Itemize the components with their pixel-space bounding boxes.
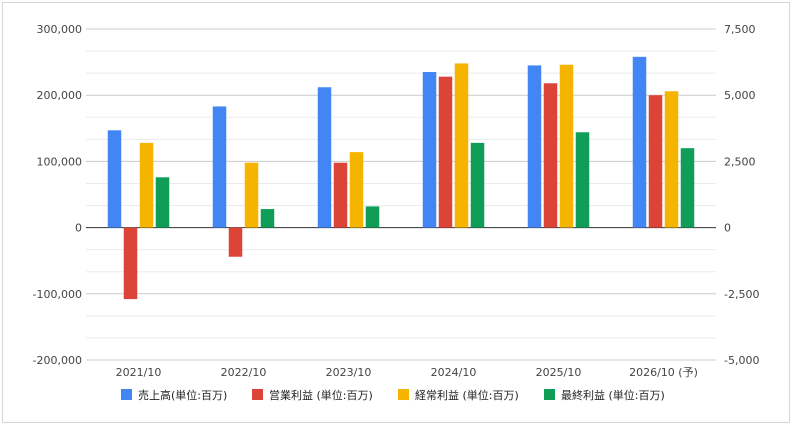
bar-1-4 — [422, 72, 437, 228]
bar-1-3 — [317, 87, 332, 228]
x-axis-tick-label: 2026/10 (予) — [629, 366, 698, 379]
legend-swatch — [398, 389, 409, 400]
bar-1-5 — [527, 65, 542, 228]
left-axis-ticks: 300,000 200,000 100,000 0 -100,000 -200,000 — [33, 23, 82, 367]
x-axis-ticks: 2021/10 2022/10 2023/10 2024/10 2025/10 2026/… — [116, 366, 698, 379]
bar-4-6 — [680, 148, 695, 228]
bar-3-6 — [664, 91, 679, 228]
right-axis-tick-label: -5,000 — [724, 354, 759, 367]
bar-2-2 — [228, 227, 243, 257]
bar-2-5 — [543, 83, 558, 228]
bar-3-2 — [244, 162, 259, 228]
grid-lines — [86, 28, 716, 361]
bar-1-1 — [107, 130, 122, 228]
left-axis-tick-label: 100,000 — [37, 155, 83, 168]
bar-1-6 — [632, 56, 647, 228]
bar-3-5 — [559, 64, 574, 228]
left-axis-tick-label: -200,000 — [33, 354, 82, 367]
left-axis-tick-label: -100,000 — [33, 288, 82, 301]
bar-2-1 — [123, 227, 138, 300]
bar-3-4 — [454, 63, 469, 228]
bar-3-3 — [349, 152, 364, 228]
x-axis-tick-label: 2025/10 — [536, 366, 582, 379]
left-axis-tick-label: 0 — [75, 222, 82, 235]
legend-swatch — [544, 389, 555, 400]
right-axis-tick-label: 5,000 — [724, 89, 756, 102]
bar-4-4 — [470, 142, 485, 228]
left-axis-tick-label: 200,000 — [37, 89, 83, 102]
bar-3-1 — [139, 142, 154, 228]
bar-4-5 — [575, 132, 590, 228]
x-axis-tick-label: 2024/10 — [431, 366, 477, 379]
bar-4-1 — [155, 177, 170, 228]
x-axis-tick-label: 2023/10 — [326, 366, 372, 379]
legend: 売上高(単位:百万) 営業利益 (単位:百万) 経常利益 (単位:百万) 最終利益 (… — [121, 388, 665, 402]
left-axis-tick-label: 300,000 — [37, 23, 83, 36]
right-axis-tick-label: 7,500 — [724, 23, 756, 36]
legend-label: 営業利益 (単位:百万) — [269, 388, 373, 402]
bar-4-3 — [365, 206, 380, 228]
bar-2-6 — [648, 95, 663, 228]
right-axis-tick-label: 0 — [724, 222, 731, 235]
x-axis-tick-label: 2022/10 — [221, 366, 267, 379]
x-axis-tick-label: 2021/10 — [116, 366, 162, 379]
bars — [107, 56, 695, 300]
right-axis-ticks: 7,500 5,000 2,500 0 -2,500 -5,000 — [724, 23, 759, 367]
legend-label: 最終利益 (単位:百万) — [561, 388, 665, 402]
legend-label: 売上高(単位:百万) — [138, 388, 227, 402]
legend-swatch — [252, 389, 263, 400]
bar-1-2 — [212, 106, 227, 228]
legend-swatch — [121, 389, 132, 400]
bar-2-3 — [333, 162, 348, 228]
bar-4-2 — [260, 209, 275, 228]
right-axis-tick-label: -2,500 — [724, 288, 759, 301]
right-axis-tick-label: 2,500 — [724, 155, 756, 168]
bar-2-4 — [438, 76, 453, 228]
legend-label: 経常利益 (単位:百万) — [415, 388, 519, 402]
